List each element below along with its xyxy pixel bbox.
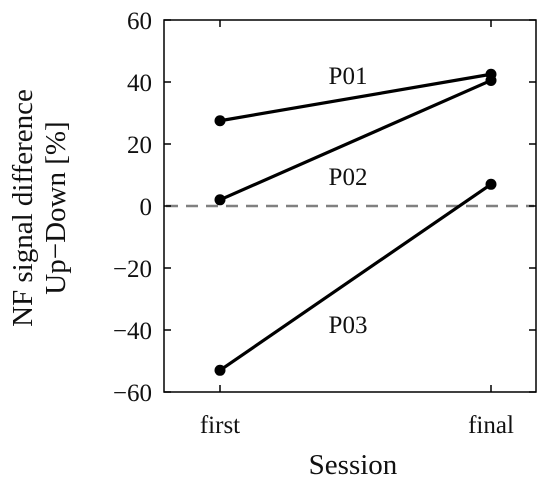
data-point-p02-final bbox=[485, 74, 497, 86]
series-line-p03 bbox=[219, 182, 492, 372]
y-tick-label: −40 bbox=[113, 318, 152, 345]
x-axis-label: Session bbox=[309, 449, 398, 481]
data-point-p02-first bbox=[214, 194, 226, 206]
series-label-p01: P01 bbox=[329, 63, 368, 90]
y-axis-label-line-1: NF signal difference bbox=[7, 89, 39, 327]
series-line-p02 bbox=[219, 78, 492, 202]
series-layer: P01 P02 P03 bbox=[214, 63, 497, 376]
data-point-p03-final bbox=[485, 178, 497, 190]
y-tick-label: −60 bbox=[113, 380, 152, 407]
y-tick-label: 20 bbox=[127, 132, 152, 159]
x-tick-label-final: final bbox=[468, 412, 514, 439]
series-line-p01 bbox=[219, 72, 492, 123]
series-p01: P01 bbox=[214, 63, 497, 127]
y-tick-label: 40 bbox=[127, 70, 152, 97]
series-label-p03: P03 bbox=[329, 312, 368, 339]
series-p03: P03 bbox=[214, 178, 497, 376]
series-label-p02: P02 bbox=[329, 164, 368, 191]
x-ticks: first final bbox=[200, 20, 514, 439]
data-point-p03-first bbox=[214, 364, 226, 376]
series-p02: P02 bbox=[214, 74, 497, 206]
y-axis-label-line-2: Up−Down [%] bbox=[40, 121, 72, 294]
y-tick-label: −20 bbox=[113, 256, 152, 283]
y-axis-label: NF signal difference Up−Down [%] bbox=[7, 89, 72, 327]
data-point-p01-first bbox=[214, 115, 226, 127]
y-tick-label: 0 bbox=[140, 194, 153, 221]
y-ticks: 60 40 20 0 −20 −40 −60 bbox=[113, 8, 536, 407]
y-tick-label: 60 bbox=[127, 8, 152, 35]
x-tick-label-first: first bbox=[200, 412, 240, 439]
